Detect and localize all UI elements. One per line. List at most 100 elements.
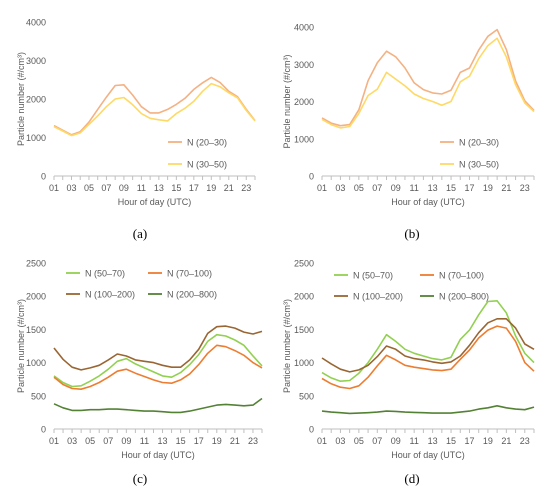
legend-label: N (30–50) xyxy=(187,160,227,170)
y-tick-label: 1000 xyxy=(26,133,46,143)
x-axis-label-c: Hour of day (UTC) xyxy=(121,450,195,460)
x-tick-label: 07 xyxy=(372,436,382,446)
y-tick-label: 4000 xyxy=(26,18,46,28)
y-tick-label: 1000 xyxy=(294,358,314,368)
y-tick-label: 1000 xyxy=(26,358,46,368)
y-tick-label: 2500 xyxy=(294,259,314,269)
y-tick-label: 500 xyxy=(299,391,314,401)
x-tick-label: 23 xyxy=(520,183,530,193)
x-tick-label: 11 xyxy=(137,183,146,193)
x-tick-label: 01 xyxy=(317,436,327,446)
x-tick-label: 09 xyxy=(391,183,401,193)
panel-caption-b: (b) xyxy=(404,226,419,241)
x-tick-label: 23 xyxy=(241,183,251,193)
x-tick-label: 15 xyxy=(446,183,456,193)
chart-panel-a: 0 1000 2000 3000 4000 01 03 05 07 09 11 13 15 17 19 21 2… xyxy=(16,18,256,241)
axes-d: 0 500 1000 1500 2000 2500 01 03 05 07 09 11 13 15 17 19… xyxy=(294,259,535,446)
x-tick-label: 09 xyxy=(121,436,131,446)
x-tick-label: 15 xyxy=(176,436,186,446)
series-group-a xyxy=(53,76,256,137)
x-tick-label: 13 xyxy=(428,436,438,446)
x-tick-label: 23 xyxy=(520,436,530,446)
x-tick-label: 11 xyxy=(410,183,419,193)
legend-label: N (50–70) xyxy=(85,269,125,279)
series-group-d xyxy=(321,299,535,415)
x-tick-label: 03 xyxy=(67,436,77,446)
chart-panel-d: 0 500 1000 1500 2000 2500 01 03 05 07 09 11 13 15 17 19… xyxy=(282,259,535,486)
x-tick-label: 13 xyxy=(154,183,164,193)
chart-panel-c: 0 500 1000 1500 2000 2500 01 03 05 07 09 11 13 15 17 19… xyxy=(16,259,263,486)
y-tick-label: 2000 xyxy=(294,97,314,107)
legend-label: N (100–200) xyxy=(353,292,403,302)
series-line xyxy=(321,37,535,129)
y-tick-label: 2000 xyxy=(26,95,46,105)
x-tick-label: 19 xyxy=(483,183,493,193)
y-tick-label: 0 xyxy=(41,172,46,182)
x-tick-label: 15 xyxy=(446,436,456,446)
y-tick-label: 4000 xyxy=(294,23,314,33)
x-tick-label: 17 xyxy=(189,183,199,193)
legend-label: N (200–800) xyxy=(439,292,489,302)
panel-caption-a: (a) xyxy=(133,226,147,241)
chart-panel-b: 0 1000 2000 3000 4000 01 03 05 07 09 11 13 15 17 19 21 2… xyxy=(282,23,535,241)
y-axis-label-b: Particle number (#/cm³) xyxy=(282,54,292,148)
x-tick-label: 07 xyxy=(103,436,113,446)
x-tick-label: 13 xyxy=(158,436,168,446)
x-tick-label: 05 xyxy=(85,436,95,446)
x-tick-label: 19 xyxy=(212,436,222,446)
x-tick-label: 07 xyxy=(101,183,111,193)
series-line xyxy=(321,317,535,373)
y-tick-label: 3000 xyxy=(294,60,314,70)
legend-label: N (70–100) xyxy=(439,271,484,281)
series-line xyxy=(53,344,263,391)
x-tick-label: 15 xyxy=(171,183,181,193)
series-group-c xyxy=(53,325,263,414)
x-tick-label: 19 xyxy=(483,436,493,446)
series-line xyxy=(53,76,256,136)
x-axis-label-d: Hour of day (UTC) xyxy=(391,450,465,460)
x-tick-label: 17 xyxy=(194,436,204,446)
x-tick-label: 09 xyxy=(119,183,129,193)
series-line xyxy=(321,299,535,383)
legend-d: N (50–70) N (70–100) N (100–200) N (200–800… xyxy=(334,271,489,302)
x-tick-label: 21 xyxy=(224,183,234,193)
series-group-b xyxy=(321,28,535,129)
legend-label: N (70–100) xyxy=(167,269,212,279)
x-tick-label: 01 xyxy=(49,183,59,193)
axes-b: 0 1000 2000 3000 4000 01 03 05 07 09 11 13 15 17 19 21 2… xyxy=(294,23,535,193)
series-line xyxy=(321,28,535,127)
y-axis-label-c: Particle number (#/cm³) xyxy=(16,299,26,393)
y-tick-label: 2000 xyxy=(26,292,46,302)
y-tick-label: 2500 xyxy=(26,259,46,269)
series-line xyxy=(53,333,263,388)
x-tick-label: 21 xyxy=(501,183,511,193)
y-tick-label: 0 xyxy=(309,425,314,435)
legend-label: N (50–70) xyxy=(353,271,393,281)
y-tick-label: 2000 xyxy=(294,292,314,302)
legend-label: N (100–200) xyxy=(85,290,135,300)
legend-label: N (30–50) xyxy=(459,160,499,170)
x-tick-label: 03 xyxy=(66,183,76,193)
y-tick-label: 500 xyxy=(31,391,46,401)
x-tick-label: 17 xyxy=(464,183,474,193)
y-tick-label: 3000 xyxy=(26,56,46,66)
y-tick-label: 1000 xyxy=(294,134,314,144)
x-tick-label: 05 xyxy=(354,436,364,446)
x-tick-label: 07 xyxy=(372,183,382,193)
legend-label: N (20–30) xyxy=(459,138,499,148)
x-tick-label: 09 xyxy=(391,436,401,446)
x-tick-label: 17 xyxy=(464,436,474,446)
series-line xyxy=(53,397,263,414)
x-tick-label: 19 xyxy=(206,183,216,193)
x-tick-label: 01 xyxy=(317,183,327,193)
series-line xyxy=(53,82,256,137)
x-axis-label-b: Hour of day (UTC) xyxy=(391,197,465,207)
y-axis-label-d: Particle number (#/cm³) xyxy=(282,299,292,393)
x-tick-label: 03 xyxy=(335,436,345,446)
x-axis-label-a: Hour of day (UTC) xyxy=(118,197,192,207)
series-line xyxy=(53,325,263,371)
x-tick-label: 01 xyxy=(49,436,59,446)
series-line xyxy=(321,325,535,390)
